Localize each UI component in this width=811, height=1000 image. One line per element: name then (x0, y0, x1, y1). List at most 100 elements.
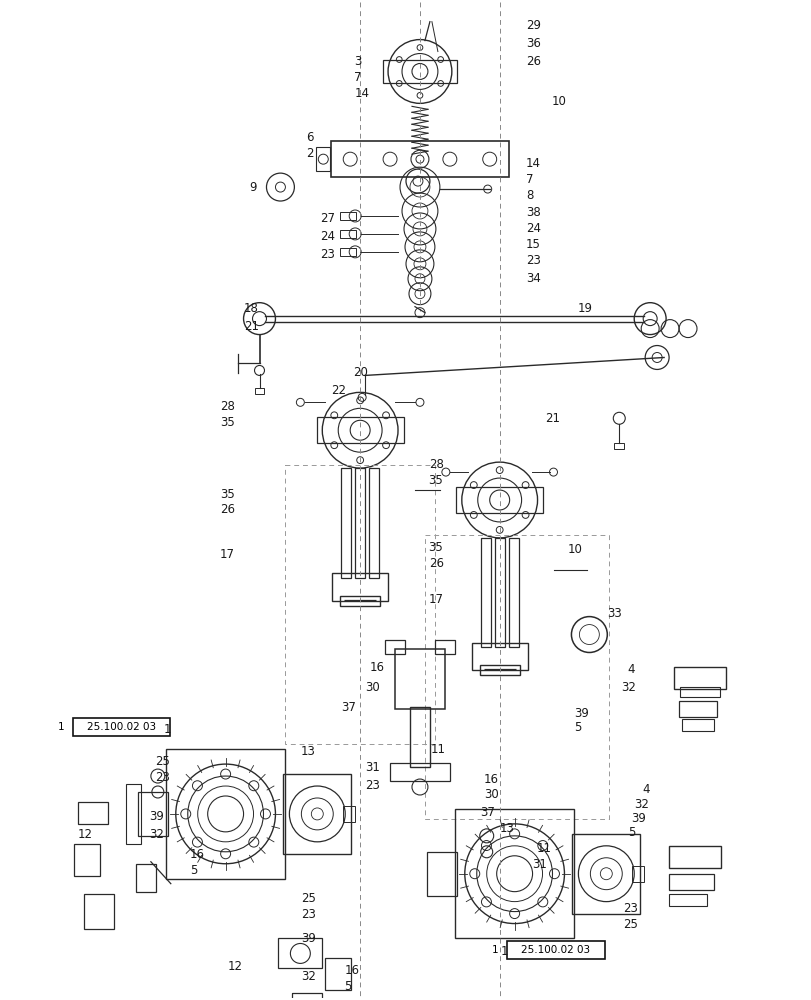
Text: 10: 10 (567, 543, 582, 556)
Text: 5: 5 (573, 721, 581, 734)
Bar (316, 147, 330, 171)
Bar (369, 468, 379, 578)
Bar (78, 802, 108, 824)
Text: 37: 37 (341, 701, 356, 714)
Text: 27: 27 (320, 212, 335, 225)
Text: 19: 19 (577, 302, 592, 315)
Text: 33: 33 (606, 607, 620, 620)
Text: 12: 12 (77, 828, 92, 841)
Bar (427, 852, 457, 896)
Text: 32: 32 (633, 798, 648, 811)
Text: 21: 21 (544, 412, 560, 425)
Text: 4: 4 (642, 783, 649, 796)
Text: 35: 35 (220, 416, 234, 429)
Text: 23: 23 (365, 779, 380, 792)
Text: 7: 7 (354, 71, 361, 84)
Text: 39: 39 (300, 932, 315, 945)
Bar (84, 894, 114, 929)
Text: 8: 8 (525, 189, 533, 202)
Text: 36: 36 (525, 37, 540, 50)
Bar (614, 443, 624, 449)
Bar (668, 894, 706, 906)
Text: 35: 35 (428, 474, 443, 487)
Bar (285, 465, 435, 744)
Text: 7: 7 (525, 173, 533, 186)
Bar (681, 719, 713, 731)
Text: 20: 20 (353, 366, 368, 379)
Bar (340, 230, 356, 238)
Text: 18: 18 (244, 302, 259, 315)
Text: 38: 38 (525, 206, 540, 219)
Text: 13: 13 (300, 745, 315, 758)
Text: 22: 22 (331, 384, 346, 397)
Text: 3: 3 (354, 55, 361, 68)
Bar (508, 538, 518, 647)
Text: 14: 14 (525, 157, 540, 170)
Text: 9: 9 (249, 181, 256, 194)
Text: 14: 14 (354, 87, 369, 100)
Bar (494, 538, 504, 647)
Text: 17: 17 (220, 548, 234, 561)
Bar (138, 792, 168, 836)
Text: 1: 1 (163, 723, 170, 736)
Text: 4: 4 (627, 663, 634, 676)
Bar (678, 701, 716, 717)
Bar (341, 468, 350, 578)
Text: 26: 26 (220, 503, 234, 516)
Text: 13: 13 (500, 822, 514, 835)
Text: 23: 23 (300, 908, 315, 921)
Bar (668, 874, 713, 890)
Text: 25: 25 (300, 892, 315, 905)
Text: 37: 37 (480, 806, 495, 819)
Text: 1: 1 (500, 945, 508, 958)
Text: 34: 34 (525, 272, 540, 285)
Bar (254, 388, 264, 394)
Text: 32: 32 (620, 681, 635, 694)
Bar (340, 248, 356, 256)
Text: 35: 35 (428, 541, 443, 554)
Bar (278, 938, 322, 968)
Text: 39: 39 (149, 810, 164, 823)
Text: 35: 35 (220, 488, 234, 501)
Bar (673, 667, 725, 689)
Bar (480, 538, 490, 647)
Text: 16: 16 (369, 661, 384, 674)
Text: 5: 5 (190, 864, 197, 877)
Text: 16: 16 (190, 848, 204, 861)
Text: 30: 30 (365, 681, 380, 694)
Bar (572, 834, 639, 914)
Bar (394, 649, 444, 709)
Bar (165, 749, 285, 879)
Bar (454, 809, 573, 938)
Bar (668, 846, 720, 868)
Bar (680, 687, 719, 697)
Text: 32: 32 (300, 970, 315, 983)
Text: 16: 16 (483, 773, 498, 786)
Bar (292, 993, 322, 1000)
Bar (283, 774, 350, 854)
Text: 11: 11 (536, 842, 551, 855)
Bar (74, 844, 100, 876)
Text: 29: 29 (525, 19, 540, 32)
Text: 16: 16 (344, 964, 359, 977)
Bar (331, 141, 508, 177)
Bar (471, 643, 527, 670)
Text: 5: 5 (627, 826, 634, 839)
Bar (389, 763, 449, 781)
Text: 31: 31 (531, 858, 547, 871)
Text: 39: 39 (630, 812, 645, 825)
Text: 28: 28 (220, 400, 234, 413)
Bar (126, 784, 141, 844)
Text: 1: 1 (491, 945, 498, 955)
Bar (332, 573, 388, 601)
Text: 28: 28 (428, 458, 443, 471)
Bar (340, 212, 356, 220)
Text: 2: 2 (305, 147, 313, 160)
Text: 21: 21 (244, 320, 259, 333)
Text: 6: 6 (305, 131, 313, 144)
Bar (424, 535, 608, 819)
Text: 24: 24 (320, 230, 335, 243)
Text: 31: 31 (365, 761, 380, 774)
Text: 25.100.02 03: 25.100.02 03 (521, 945, 590, 955)
Text: 23: 23 (155, 771, 169, 784)
